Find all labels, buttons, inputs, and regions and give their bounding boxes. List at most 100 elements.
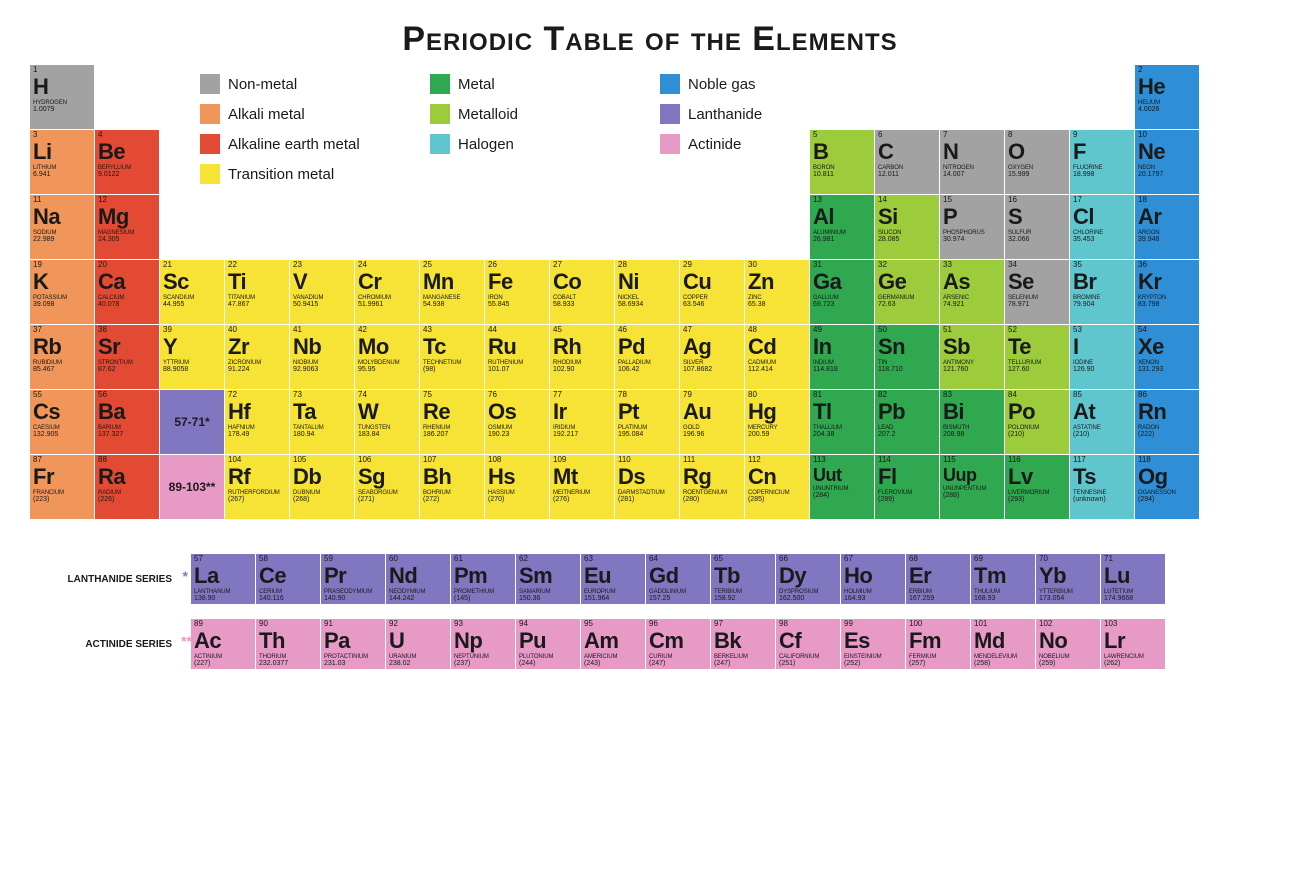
element-mass: (227) [194, 660, 252, 667]
element-number: 111 [683, 456, 741, 464]
legend-item: Lanthanide [660, 101, 860, 127]
element-number: 29 [683, 261, 741, 269]
element-number: 5 [813, 131, 871, 139]
element-cell: 18ArArgon39.948 [1135, 195, 1199, 259]
element-cell: 60NdNeodymium144.242 [386, 554, 450, 604]
element-mass: 114.818 [813, 366, 871, 373]
element-number: 115 [943, 456, 1001, 464]
element-number: 7 [943, 131, 1001, 139]
element-number: 110 [618, 456, 676, 464]
element-cell: 32GeGermanium72.63 [875, 260, 939, 324]
element-cell: 115UupUnunpentium(288) [940, 455, 1004, 519]
element-symbol: Tl [813, 401, 871, 423]
element-symbol: Rh [553, 336, 611, 358]
element-symbol: Xe [1138, 336, 1196, 358]
element-mass: 174.9668 [1104, 595, 1162, 602]
element-mass: 127.60 [1008, 366, 1066, 373]
element-cell: 87FrFrancium(223) [30, 455, 94, 519]
element-symbol: Lr [1104, 630, 1162, 652]
element-symbol: Ne [1138, 141, 1196, 163]
element-number: 59 [324, 555, 382, 563]
element-cell: 10NeNeon20.1797 [1135, 130, 1199, 194]
element-cell: 64GdGadolinium157.25 [646, 554, 710, 604]
element-mass: (98) [423, 366, 481, 373]
element-symbol: Ni [618, 271, 676, 293]
element-number: 76 [488, 391, 546, 399]
element-mass: 10.811 [813, 171, 871, 178]
element-mass: 140.116 [259, 595, 317, 602]
element-cell: 109MtMeitnerium(276) [550, 455, 614, 519]
element-number: 75 [423, 391, 481, 399]
element-mass: (289) [878, 496, 936, 503]
element-mass: 180.94 [293, 431, 351, 438]
element-cell: 74WTungsten183.84 [355, 390, 419, 454]
element-symbol: Am [584, 630, 642, 652]
element-symbol: N [943, 141, 1001, 163]
element-symbol: B [813, 141, 871, 163]
element-cell: 67HoHolmium164.93 [841, 554, 905, 604]
element-mass: 107.8682 [683, 366, 741, 373]
legend-swatch [660, 134, 680, 154]
element-number: 53 [1073, 326, 1131, 334]
legend-swatch [430, 74, 450, 94]
element-number: 64 [649, 555, 707, 563]
element-cell: 100FmFermium(257) [906, 619, 970, 669]
element-symbol: Os [488, 401, 546, 423]
element-number: 62 [519, 555, 577, 563]
element-number: 85 [1073, 391, 1131, 399]
element-cell: 29CuCopper63.546 [680, 260, 744, 324]
element-cell: 7NNitrogen14.007 [940, 130, 1004, 194]
element-mass: (285) [748, 496, 806, 503]
element-symbol: Ho [844, 565, 902, 587]
element-number: 27 [553, 261, 611, 269]
element-mass: (284) [813, 492, 871, 499]
element-number: 17 [1073, 196, 1131, 204]
element-symbol: Fe [488, 271, 546, 293]
element-symbol: Pr [324, 565, 382, 587]
element-number: 24 [358, 261, 416, 269]
element-symbol: Md [974, 630, 1032, 652]
legend-label: Metal [458, 76, 495, 93]
element-mass: 204.38 [813, 431, 871, 438]
element-symbol: Lv [1008, 466, 1066, 488]
element-number: 38 [98, 326, 156, 334]
element-mass: 207.2 [878, 431, 936, 438]
element-symbol: Hg [748, 401, 806, 423]
element-symbol: Pm [454, 565, 512, 587]
element-cell: 80HgMercury200.59 [745, 390, 809, 454]
element-symbol: Ce [259, 565, 317, 587]
element-cell: 103LrLawrencium(262) [1101, 619, 1165, 669]
element-number: 18 [1138, 196, 1196, 204]
element-number: 46 [618, 326, 676, 334]
element-mass: (237) [454, 660, 512, 667]
element-mass: (145) [454, 595, 512, 602]
element-symbol: Gd [649, 565, 707, 587]
element-number: 26 [488, 261, 546, 269]
element-cell: 71LuLutetium174.9668 [1101, 554, 1165, 604]
element-cell: 22TiTitanium47.867 [225, 260, 289, 324]
element-symbol: Co [553, 271, 611, 293]
element-mass: 196.96 [683, 431, 741, 438]
element-symbol: Pt [618, 401, 676, 423]
element-number: 45 [553, 326, 611, 334]
element-cell: 21ScScandium44.955 [160, 260, 224, 324]
legend-item: Halogen [430, 131, 630, 157]
element-cell: 52TeTellurium127.60 [1005, 325, 1069, 389]
element-number: 58 [259, 555, 317, 563]
element-cell: 70YbYtterbium173.054 [1036, 554, 1100, 604]
element-symbol: Er [909, 565, 967, 587]
element-symbol: La [194, 565, 252, 587]
element-mass: 54.938 [423, 301, 481, 308]
element-mass: (268) [293, 496, 351, 503]
element-number: 33 [943, 261, 1001, 269]
element-cell: 42MoMolybdenum95.95 [355, 325, 419, 389]
element-cell: 81TlThallium204.38 [810, 390, 874, 454]
element-mass: 4.0026 [1138, 106, 1196, 113]
legend-swatch [430, 134, 450, 154]
element-symbol: Cm [649, 630, 707, 652]
element-cell: 84PoPolonium(210) [1005, 390, 1069, 454]
element-number: 21 [163, 261, 221, 269]
legend-item: Metal [430, 71, 630, 97]
element-cell: 58CeCerium140.116 [256, 554, 320, 604]
element-mass: 192.217 [553, 431, 611, 438]
